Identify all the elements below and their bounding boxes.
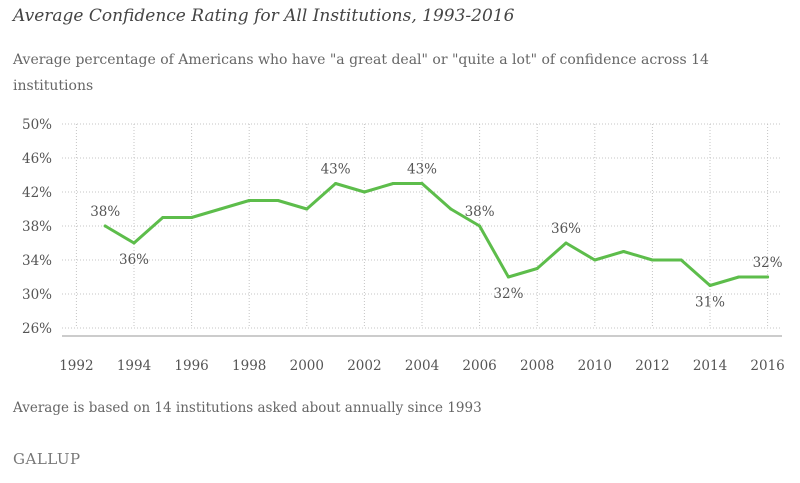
x-tick-label: 1998 — [232, 358, 266, 374]
data-label: 31% — [695, 295, 725, 311]
x-tick-label: 2010 — [578, 358, 612, 374]
data-point — [449, 207, 453, 211]
x-tick-label: 2000 — [290, 358, 324, 374]
y-tick-label: 30% — [22, 287, 52, 303]
y-tick-label: 26% — [22, 321, 52, 337]
footnote: Average is based on 14 institutions aske… — [13, 400, 482, 416]
chart-subtitle: Average percentage of Americans who have… — [13, 52, 709, 94]
data-point — [478, 224, 482, 228]
data-label: 32% — [493, 286, 523, 302]
data-label: 36% — [119, 252, 149, 268]
x-tick-label: 2008 — [520, 358, 554, 374]
x-tick-label: 2002 — [347, 358, 381, 374]
data-point — [247, 199, 251, 202]
gallup-logo: GALLUP — [13, 450, 81, 468]
chart-title: Average Confidence Rating for All Instit… — [13, 6, 515, 26]
data-point — [506, 275, 510, 279]
data-point — [564, 241, 568, 245]
data-label: 43% — [321, 162, 351, 178]
x-tick-label: 1996 — [174, 358, 208, 374]
y-tick-label: 42% — [22, 185, 52, 201]
data-label: 38% — [90, 204, 120, 220]
data-point — [650, 258, 654, 262]
data-point — [622, 250, 626, 253]
data-label: 32% — [753, 255, 783, 271]
data-point — [679, 258, 683, 262]
data-point — [362, 190, 366, 194]
data-point — [305, 207, 309, 211]
data-point — [766, 275, 770, 279]
data-point — [103, 224, 107, 228]
x-tick-label: 1994 — [117, 358, 151, 374]
data-label: 36% — [551, 221, 581, 237]
data-point — [708, 284, 712, 287]
data-point — [334, 182, 338, 185]
line-chart: 26% 30% 34% 38% 42% 46% 50% 1992 1994 1996 1998 200… — [22, 117, 785, 374]
data-point — [535, 267, 539, 270]
series-line — [103, 182, 770, 287]
data-label: 38% — [465, 204, 495, 220]
x-tick-label: 2006 — [462, 358, 496, 374]
y-tick-label: 38% — [22, 219, 52, 235]
x-tick-label: 2014 — [693, 358, 727, 374]
data-point — [161, 216, 165, 219]
data-point — [737, 275, 741, 279]
y-tick-label: 50% — [22, 117, 52, 133]
x-tick-label: 1992 — [59, 358, 93, 374]
data-point — [218, 207, 222, 211]
x-tick-label: 2012 — [635, 358, 669, 374]
data-point — [190, 216, 194, 219]
data-label: 43% — [407, 162, 437, 178]
x-tick-label: 2016 — [750, 358, 784, 374]
y-tick-label: 34% — [22, 253, 52, 269]
x-tick-label: 2004 — [405, 358, 439, 374]
data-point — [276, 199, 280, 202]
data-point — [593, 258, 597, 262]
y-tick-label: 46% — [22, 151, 52, 167]
data-point — [391, 182, 395, 185]
data-point — [132, 241, 136, 245]
data-point — [420, 182, 424, 185]
